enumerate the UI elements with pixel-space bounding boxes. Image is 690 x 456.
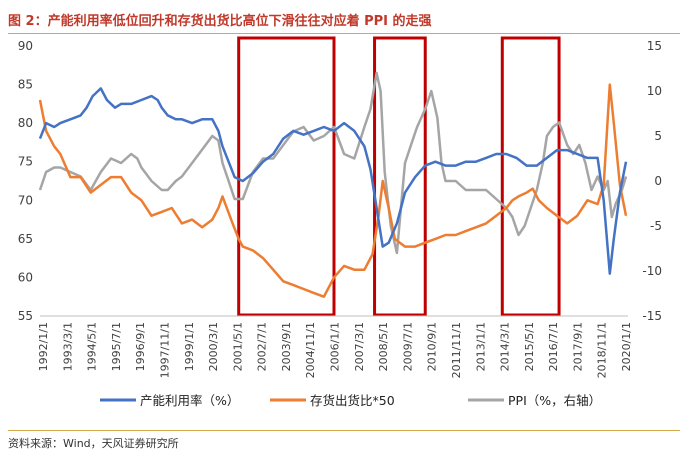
y-right-tick-label: 15 xyxy=(647,39,662,53)
highlight-box-1 xyxy=(237,36,336,317)
legend-label: 存货出货比*50 xyxy=(310,393,395,408)
x-tick-label: 2003/9/1 xyxy=(280,322,293,371)
x-tick-label: 1997/11/1 xyxy=(158,322,171,378)
y-right-tick-label: 0 xyxy=(654,174,662,188)
x-tick-label: 2017/9/1 xyxy=(571,322,584,371)
series-line-2 xyxy=(38,83,628,298)
x-tick-label: 2020/1/1 xyxy=(620,322,633,371)
highlight-box-3 xyxy=(500,36,561,317)
x-tick-label: 2013/1/1 xyxy=(474,322,487,371)
y-left-tick-label: 65 xyxy=(18,232,33,246)
x-tick-label: 1993/3/1 xyxy=(61,322,74,371)
x-tick-label: 2008/5/1 xyxy=(377,322,390,371)
x-tick-label: 2001/5/1 xyxy=(231,322,244,371)
x-tick-label: 2009/7/1 xyxy=(401,322,414,371)
series-line-1 xyxy=(38,87,628,275)
x-tick-labels: 1992/1/1 1993/3/1 1994/5/1 1995/7/1 1996/9/1… xyxy=(37,322,633,378)
y-right-tick-label: 5 xyxy=(654,129,662,143)
x-tick-label: 2000/3/1 xyxy=(207,322,220,371)
y-left-tick-label: 75 xyxy=(18,155,33,169)
highlight-box-2 xyxy=(373,36,427,317)
y-left-tick-label: 90 xyxy=(18,39,33,53)
y-left-tick-labels: 55 60 65 70 75 80 85 90 xyxy=(18,39,33,323)
line-chart: 1992/1/1 1993/3/1 1994/5/1 1995/7/1 1996/9/1… xyxy=(18,36,662,408)
x-tick-label: 1995/7/1 xyxy=(110,322,123,371)
y-right-tick-labels: -15 -10 -5 0 5 10 15 xyxy=(642,39,662,323)
x-tick-label: 2006/1/1 xyxy=(329,322,342,371)
y-left-tick-label: 85 xyxy=(18,78,33,92)
source-note: 资料来源：Wind，天风证券研究所 xyxy=(8,437,179,450)
x-tick-label: 1994/5/1 xyxy=(86,322,99,371)
x-tick-label: 2015/5/1 xyxy=(523,322,536,371)
figure-title: 图 2：产能利用率低位回升和存货出货比高位下滑往往对应着 PPI 的走强 xyxy=(8,14,432,29)
x-tick-label: 2004/11/1 xyxy=(304,322,317,378)
x-tick-label: 2010/9/1 xyxy=(426,322,439,371)
highlight-boxes xyxy=(237,36,561,317)
series-lines xyxy=(38,71,628,298)
legend-label: 产能利用率（%） xyxy=(140,393,239,408)
y-right-tick-label: -15 xyxy=(642,309,662,323)
y-right-tick-label: -5 xyxy=(650,219,662,233)
bottom-divider xyxy=(8,430,680,431)
x-tick-label: 2011/11/1 xyxy=(450,322,463,378)
y-right-tick-label: 10 xyxy=(647,84,662,98)
x-tick-label: 2016/7/1 xyxy=(547,322,560,371)
x-tick-label: 1999/1/1 xyxy=(183,322,196,371)
legend: 产能利用率（%） 存货出货比*50 PPI（%，右轴） xyxy=(100,393,601,408)
top-divider xyxy=(8,33,680,34)
legend-label: PPI（%，右轴） xyxy=(508,393,601,408)
y-left-tick-label: 60 xyxy=(18,270,33,284)
x-tick-label: 2014/3/1 xyxy=(499,322,512,371)
x-tick-label: 1992/1/1 xyxy=(37,322,50,371)
y-left-tick-label: 80 xyxy=(18,116,33,130)
x-tick-label: 2018/11/1 xyxy=(596,322,609,378)
x-tick-label: 2007/3/1 xyxy=(353,322,366,371)
y-left-tick-label: 70 xyxy=(18,193,33,207)
x-tick-label: 2002/7/1 xyxy=(256,322,269,371)
y-right-tick-label: -10 xyxy=(642,264,662,278)
x-tick-label: 1996/9/1 xyxy=(134,322,147,371)
y-left-tick-label: 55 xyxy=(18,309,33,323)
series-line-3 xyxy=(38,71,628,255)
